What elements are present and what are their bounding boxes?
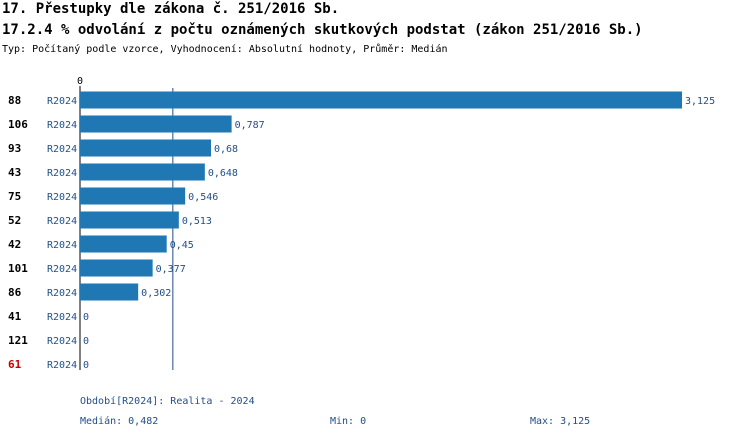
series-label: R2024 (47, 336, 77, 347)
category-label: 106 (8, 118, 28, 131)
category-label: 41 (8, 310, 22, 323)
bar (80, 91, 682, 109)
category-label: 88 (8, 94, 21, 107)
bar (80, 235, 167, 253)
bar (80, 187, 186, 205)
chart-type-line: Typ: Počítaný podle vzorce, Vyhodnocení:… (2, 44, 448, 55)
value-label: 3,125 (685, 96, 715, 107)
value-label: 0,45 (170, 240, 194, 251)
series-label: R2024 (47, 192, 77, 203)
series-label: R2024 (47, 216, 77, 227)
value-label: 0 (83, 360, 89, 371)
category-label: 52 (8, 214, 21, 227)
category-label: 93 (8, 142, 21, 155)
category-label: 101 (8, 262, 28, 275)
value-label: 0,648 (208, 168, 238, 179)
value-label: 0,513 (182, 216, 212, 227)
bar (80, 259, 153, 277)
series-label: R2024 (47, 120, 77, 131)
value-label: 0,377 (156, 264, 186, 275)
period-legend: Období[R2024]: Realita - 2024 (80, 396, 255, 407)
category-label: 42 (8, 238, 21, 251)
bar (80, 139, 211, 157)
chart-subtitle: 17.2.4 % odvolání z počtu oznámených sku… (2, 22, 643, 38)
series-label: R2024 (47, 360, 77, 371)
value-label: 0,787 (235, 120, 265, 131)
bar (80, 283, 139, 301)
value-label: 0,68 (214, 144, 238, 155)
category-label: 75 (8, 190, 21, 203)
value-label: 0,302 (141, 288, 171, 299)
series-label: R2024 (47, 96, 77, 107)
bar (80, 211, 179, 229)
series-label: R2024 (47, 312, 77, 323)
value-label: 0,546 (188, 192, 218, 203)
chart-title: 17. Přestupky dle zákona č. 251/2016 Sb. (2, 1, 340, 17)
bar (80, 115, 232, 133)
series-label: R2024 (47, 144, 77, 155)
value-label: 0 (83, 336, 89, 347)
value-label: 0 (83, 312, 89, 323)
bar (80, 163, 205, 181)
series-label: R2024 (47, 168, 77, 179)
axis-zero-label: 0 (77, 76, 83, 87)
median-stat: Medián: 0,482 (80, 416, 159, 427)
series-label: R2024 (47, 264, 77, 275)
min-stat: Min: 0 (330, 416, 367, 427)
category-label: 86 (8, 286, 22, 299)
category-label: 121 (8, 334, 28, 347)
category-label: 43 (8, 166, 21, 179)
series-label: R2024 (47, 288, 77, 299)
series-label: R2024 (47, 240, 77, 251)
max-stat: Max: 3,125 (530, 416, 591, 427)
category-label: 61 (8, 358, 22, 371)
